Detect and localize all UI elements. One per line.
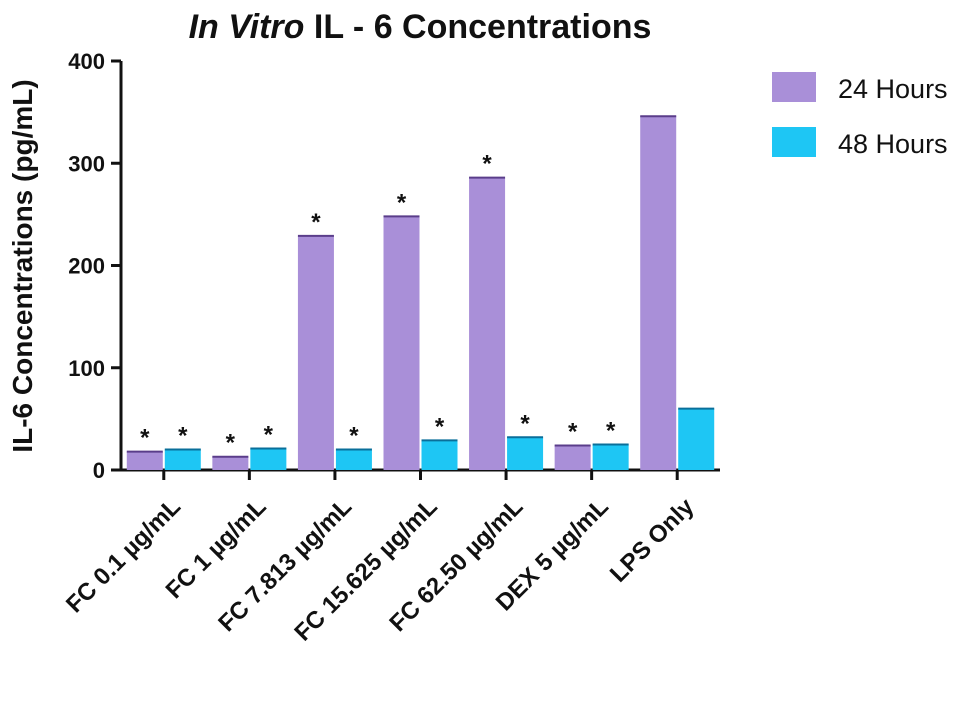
- significance-star: *: [349, 423, 359, 450]
- legend-label-48-hours: 48 Hours: [838, 129, 948, 159]
- y-tick-label: 300: [68, 151, 105, 176]
- bar-24-hours: [126, 451, 163, 470]
- bar-24-hours: [640, 116, 677, 470]
- legend-label-24-hours: 24 Hours: [838, 74, 948, 104]
- bar-48-hours: [592, 444, 629, 470]
- bar-48-hours: [335, 449, 372, 470]
- y-tick-label: 400: [68, 49, 105, 74]
- bar-48-hours: [507, 437, 544, 470]
- legend-swatch-48-hours: [772, 127, 816, 157]
- legend-swatch-24-hours: [772, 72, 816, 102]
- x-category-label: LPS Only: [605, 493, 700, 588]
- legend: 24 Hours 48 Hours: [772, 72, 948, 159]
- bar-48-hours: [164, 449, 201, 470]
- significance-star: *: [397, 189, 407, 216]
- y-axis-label: IL-6 Concentrations (pg/mL): [7, 79, 38, 452]
- significance-star: *: [311, 209, 321, 236]
- bar-24-hours: [383, 216, 420, 470]
- significance-star: *: [435, 413, 445, 440]
- significance-star: *: [482, 151, 492, 178]
- bar-48-hours: [421, 440, 458, 470]
- y-tick-label: 0: [93, 458, 105, 483]
- significance-star: *: [226, 430, 236, 457]
- significance-star: *: [140, 425, 150, 452]
- bar-24-hours: [297, 235, 334, 470]
- x-category-label: FC 15.625 µg/mL: [289, 493, 442, 646]
- significance-star: *: [568, 418, 578, 445]
- bar-48-hours: [250, 448, 287, 470]
- bar-24-hours: [212, 456, 249, 470]
- significance-star: *: [264, 422, 274, 449]
- x-category-label: FC 0.1 µg/mL: [61, 493, 186, 618]
- bar-48-hours: [678, 408, 715, 470]
- chart-title-rest: IL - 6 Concentrations: [314, 8, 652, 46]
- y-tick-label: 200: [68, 254, 105, 279]
- significance-star: *: [178, 423, 188, 450]
- bar-24-hours: [554, 445, 591, 470]
- chart-title-italic: In Vitro: [189, 8, 314, 46]
- significance-star: *: [520, 410, 530, 437]
- bar-24-hours: [469, 177, 506, 470]
- chart-title: In Vitro IL - 6 Concentrations: [189, 8, 652, 46]
- y-tick-label: 100: [68, 356, 105, 381]
- significance-star: *: [606, 417, 616, 444]
